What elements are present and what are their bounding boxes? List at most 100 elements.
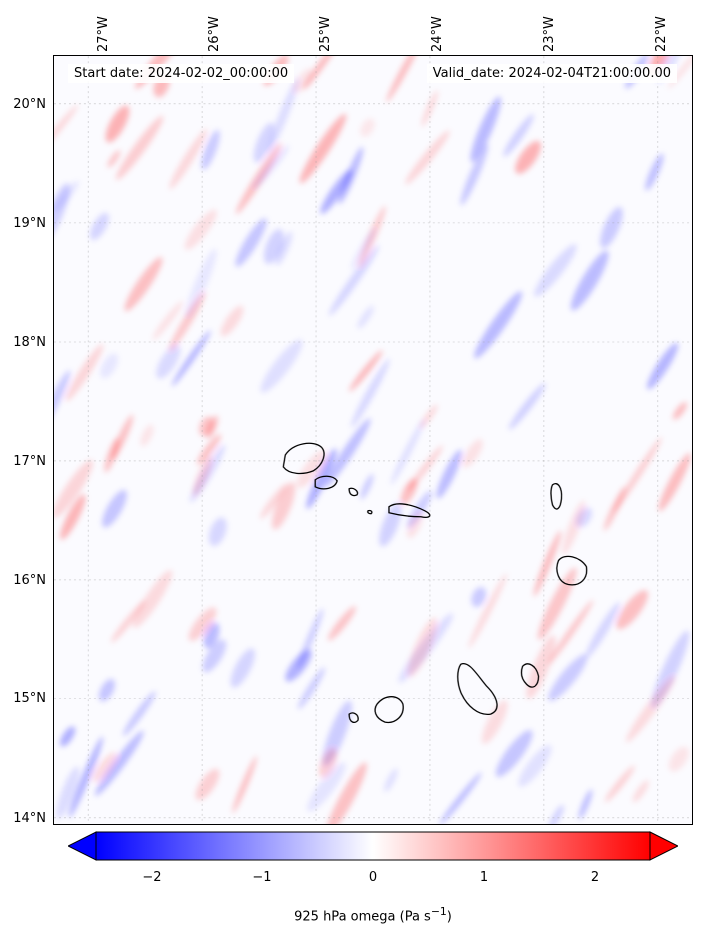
lon-label: 23°W xyxy=(542,16,557,52)
negative-omega-band xyxy=(578,789,593,820)
negative-omega-band xyxy=(474,291,523,359)
island-santo-antao xyxy=(282,442,325,475)
negative-omega-band xyxy=(230,648,255,688)
colorbar-label-text: 925 hPa omega (Pa s xyxy=(294,909,431,925)
negative-omega-band xyxy=(548,654,588,702)
negative-omega-band xyxy=(54,183,70,242)
positive-omega-band xyxy=(406,445,443,492)
island-sal xyxy=(550,483,563,510)
colorbar xyxy=(68,831,678,861)
positive-omega-band xyxy=(60,494,86,540)
negative-omega-band xyxy=(585,602,621,658)
colorbar-high-extend xyxy=(649,831,678,861)
colorbar-label-suffix: ) xyxy=(446,909,452,925)
negative-omega-band xyxy=(156,344,181,379)
negative-omega-band xyxy=(460,143,489,206)
negative-omega-band xyxy=(570,250,609,311)
positive-omega-band xyxy=(626,675,676,743)
negative-omega-band xyxy=(324,418,371,488)
positive-omega-band xyxy=(318,748,338,778)
negative-omega-band xyxy=(307,762,346,812)
positive-omega-band xyxy=(468,573,507,649)
island-brava xyxy=(348,712,359,723)
negative-omega-band xyxy=(98,678,115,702)
negative-omega-band xyxy=(503,114,534,157)
lat-label: 19°N xyxy=(13,216,46,231)
map-panel xyxy=(53,55,693,825)
positive-omega-band xyxy=(302,56,340,90)
positive-omega-band xyxy=(360,118,375,137)
positive-omega-band xyxy=(632,780,649,803)
island-santiago xyxy=(457,662,498,715)
negative-omega-band xyxy=(495,730,533,777)
negative-omega-band xyxy=(357,305,374,329)
negative-omega-band xyxy=(285,649,312,682)
positive-omega-band xyxy=(515,140,541,174)
negative-omega-band xyxy=(56,766,80,819)
negative-omega-band xyxy=(518,744,552,787)
colorbar-tick: −1 xyxy=(252,870,272,885)
omega-stripes xyxy=(54,56,692,824)
valid-date-label: Valid_date: 2024-02-04T21:00:00.00 xyxy=(426,64,677,83)
negative-omega-band xyxy=(171,330,211,387)
positive-omega-band xyxy=(658,453,691,512)
colorbar-tick: 0 xyxy=(368,870,378,885)
omega-field xyxy=(54,56,692,824)
negative-omega-band xyxy=(201,129,220,170)
negative-omega-band xyxy=(508,383,546,430)
negative-omega-band xyxy=(89,212,109,241)
lon-label: 26°W xyxy=(207,16,222,52)
positive-omega-band xyxy=(293,68,313,93)
negative-omega-band xyxy=(94,730,144,796)
negative-omega-band xyxy=(202,639,227,673)
island-maio xyxy=(520,663,540,688)
positive-omega-band xyxy=(386,56,423,102)
colorbar-body xyxy=(95,831,651,861)
negative-omega-band xyxy=(260,339,303,393)
island-fogo xyxy=(374,696,404,724)
negative-omega-band xyxy=(379,502,402,547)
lat-label: 20°N xyxy=(13,97,46,112)
positive-omega-band xyxy=(169,129,208,190)
negative-omega-band xyxy=(252,145,290,190)
negative-omega-band xyxy=(267,77,299,154)
positive-omega-band xyxy=(462,439,483,468)
positive-omega-band xyxy=(296,450,327,488)
positive-omega-band xyxy=(481,700,508,744)
negative-omega-band xyxy=(576,507,593,528)
positive-omega-band xyxy=(421,90,438,127)
negative-omega-band xyxy=(471,586,487,608)
negative-omega-band xyxy=(208,517,227,546)
lat-label: 14°N xyxy=(13,811,46,826)
positive-omega-band xyxy=(526,635,556,699)
negative-omega-band xyxy=(235,218,267,267)
negative-omega-band xyxy=(548,804,564,824)
positive-omega-band xyxy=(407,512,423,539)
lat-label: 18°N xyxy=(13,335,46,350)
positive-omega-band xyxy=(299,113,347,184)
positive-omega-band xyxy=(616,590,648,630)
negative-omega-band xyxy=(470,96,501,163)
negative-omega-band xyxy=(384,768,398,792)
positive-omega-band xyxy=(168,291,206,351)
positive-omega-band xyxy=(349,350,383,392)
negative-omega-band xyxy=(54,370,71,434)
negative-omega-band xyxy=(534,244,577,297)
negative-omega-band xyxy=(600,207,623,249)
negative-omega-band xyxy=(68,736,104,818)
positive-omega-band xyxy=(199,416,214,437)
positive-omega-band xyxy=(140,424,154,447)
negative-omega-band xyxy=(645,153,664,191)
positive-omega-band xyxy=(115,115,164,180)
positive-omega-band xyxy=(232,756,257,813)
colorbar-tick: 2 xyxy=(590,870,600,885)
positive-omega-band xyxy=(65,344,104,402)
negative-omega-band xyxy=(320,169,352,214)
lat-label: 15°N xyxy=(13,691,46,706)
positive-omega-band xyxy=(326,762,367,824)
positive-omega-band xyxy=(195,768,220,801)
positive-omega-band xyxy=(104,437,120,473)
negative-omega-band xyxy=(185,248,217,319)
negative-omega-band xyxy=(338,146,364,205)
positive-omega-band xyxy=(407,617,438,677)
